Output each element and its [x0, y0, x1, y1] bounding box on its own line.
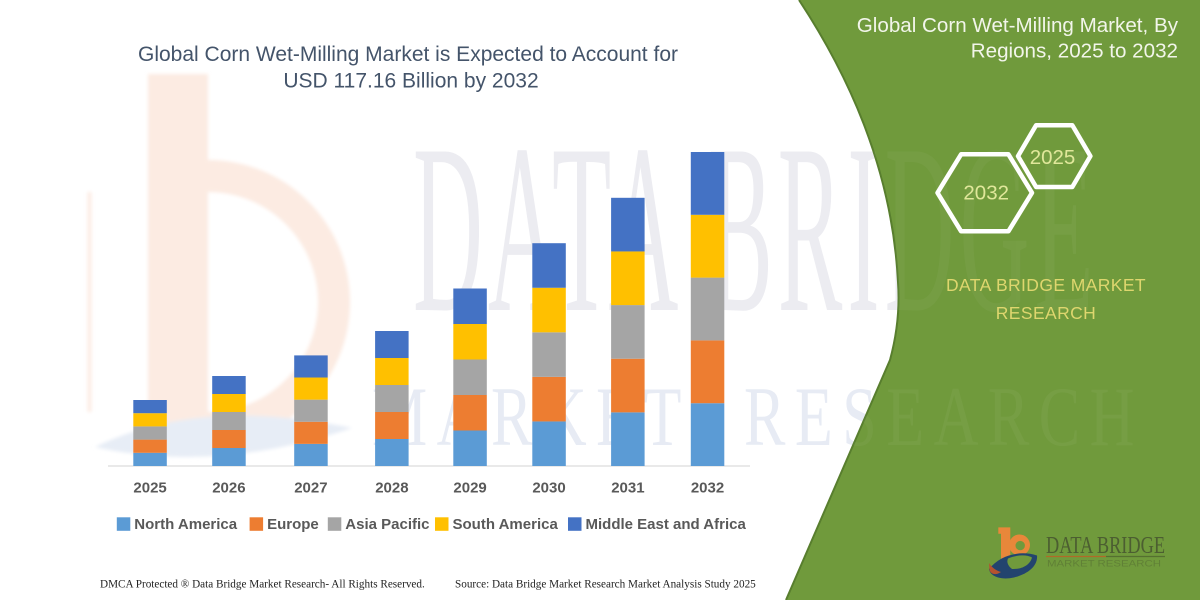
svg-text:North America: North America	[134, 516, 237, 533]
svg-text:USD 117.16 Billion by 2032: USD 117.16 Billion by 2032	[283, 70, 538, 93]
svg-text:DATA BRIDGE MARKET: DATA BRIDGE MARKET	[946, 275, 1146, 295]
svg-text:2027: 2027	[294, 480, 327, 497]
svg-text:2028: 2028	[375, 480, 408, 497]
svg-text:Global Corn Wet-Milling Market: Global Corn Wet-Milling Market, By	[857, 14, 1179, 37]
svg-text:2032: 2032	[691, 480, 724, 497]
svg-text:2031: 2031	[611, 480, 644, 497]
svg-text:Asia Pacific: Asia Pacific	[345, 516, 429, 533]
svg-text:2032: 2032	[963, 182, 1009, 205]
svg-text:South America: South America	[453, 516, 559, 533]
svg-text:2029: 2029	[453, 480, 486, 497]
svg-text:2025: 2025	[133, 480, 166, 497]
svg-text:Middle East and Africa: Middle East and Africa	[586, 516, 747, 533]
svg-text:Regions, 2025 to 2032: Regions, 2025 to 2032	[971, 40, 1178, 63]
svg-text:Source: Data Bridge Market Res: Source: Data Bridge Market Research Mark…	[455, 579, 756, 591]
svg-text:2025: 2025	[1030, 146, 1076, 169]
svg-text:MARKET RESEARCH: MARKET RESEARCH	[1047, 559, 1161, 570]
svg-text:Global Corn Wet-Milling Market: Global Corn Wet-Milling Market is Expect…	[138, 43, 678, 66]
svg-text:2026: 2026	[212, 480, 245, 497]
svg-text:DMCA Protected ® Data Bridge M: DMCA Protected ® Data Bridge Market Rese…	[100, 579, 425, 591]
svg-text:2030: 2030	[532, 480, 565, 497]
svg-text:Europe: Europe	[267, 516, 319, 533]
svg-text:DATA BRIDGE: DATA BRIDGE	[1046, 533, 1165, 559]
svg-text:RESEARCH: RESEARCH	[996, 303, 1096, 323]
